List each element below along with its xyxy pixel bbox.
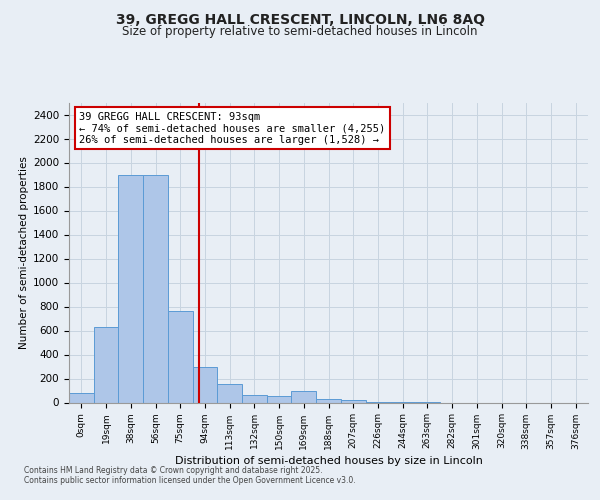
Text: 39, GREGG HALL CRESCENT, LINCOLN, LN6 8AQ: 39, GREGG HALL CRESCENT, LINCOLN, LN6 8A… <box>115 12 485 26</box>
Bar <box>193 366 217 402</box>
Y-axis label: Number of semi-detached properties: Number of semi-detached properties <box>19 156 29 349</box>
Text: Contains HM Land Registry data © Crown copyright and database right 2025.
Contai: Contains HM Land Registry data © Crown c… <box>24 466 356 485</box>
Bar <box>69 393 94 402</box>
Bar <box>168 312 193 402</box>
Bar <box>242 394 267 402</box>
Text: Size of property relative to semi-detached houses in Lincoln: Size of property relative to semi-detach… <box>122 25 478 38</box>
Bar <box>316 399 341 402</box>
Text: 39 GREGG HALL CRESCENT: 93sqm
← 74% of semi-detached houses are smaller (4,255)
: 39 GREGG HALL CRESCENT: 93sqm ← 74% of s… <box>79 112 386 144</box>
Bar <box>143 174 168 402</box>
Bar <box>292 390 316 402</box>
Bar <box>94 327 118 402</box>
X-axis label: Distribution of semi-detached houses by size in Lincoln: Distribution of semi-detached houses by … <box>175 456 482 466</box>
Bar <box>217 384 242 402</box>
Bar <box>341 400 365 402</box>
Bar <box>267 396 292 402</box>
Bar <box>118 174 143 402</box>
